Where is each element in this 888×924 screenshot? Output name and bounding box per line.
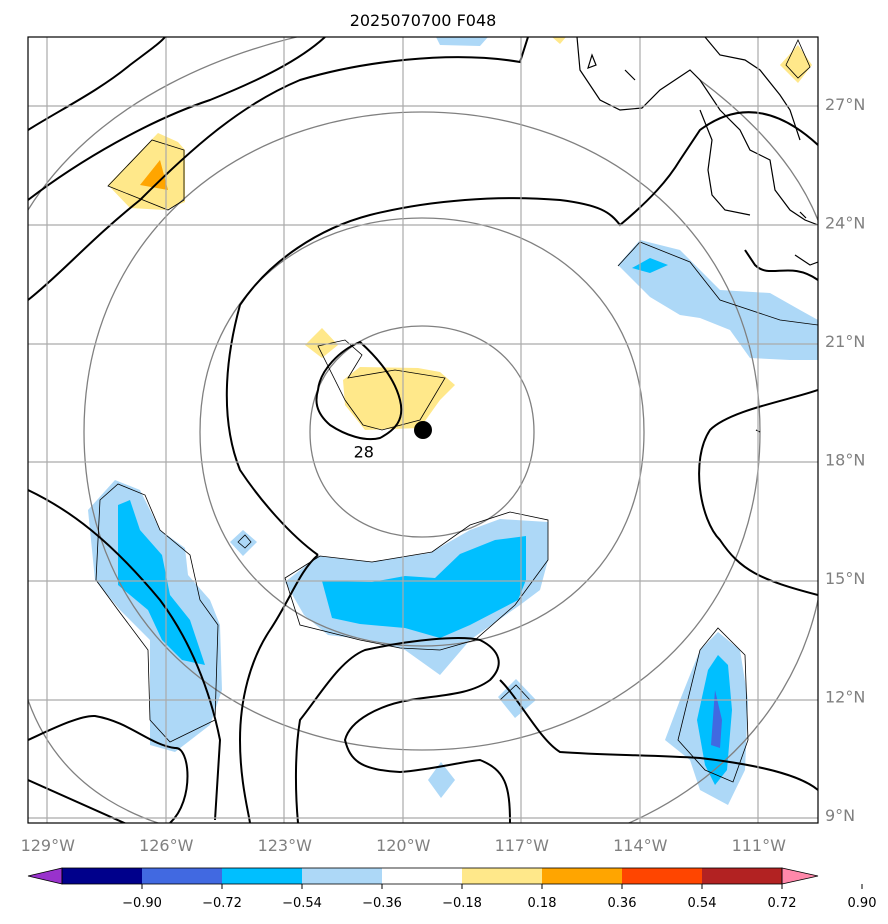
anomaly-patch-negative	[108, 133, 185, 210]
colorbar-cell	[382, 868, 463, 884]
x-tick-label: 129°W	[21, 836, 76, 855]
x-tick-label: 114°W	[613, 836, 668, 855]
colorbar-cell	[222, 868, 303, 884]
anomaly-patch-positive	[436, 37, 488, 46]
colorbar-tick-label: −0.90	[122, 896, 162, 911]
colorbar-tick-label: 0.54	[688, 896, 717, 911]
colorbar-cell	[302, 868, 383, 884]
x-axis: 129°W 126°W 123°W 120°W 117°W 114°W 111°W	[21, 836, 787, 855]
coastline	[576, 37, 818, 433]
colorbar-tick-label: −0.72	[202, 896, 242, 911]
colorbar-cell	[622, 868, 703, 884]
thin-contours	[95, 39, 818, 783]
storm-center-marker	[414, 421, 432, 439]
colorbar-frame	[61, 867, 783, 885]
colorbar-tick-label: 0.18	[528, 896, 557, 911]
colorbar-tick-label: 0.36	[608, 896, 637, 911]
colorbar-cell	[702, 868, 783, 884]
colorbar-cell	[542, 868, 623, 884]
x-tick-label: 117°W	[495, 836, 550, 855]
y-tick-label: 15°N	[825, 569, 865, 588]
y-tick-label: 18°N	[825, 451, 865, 470]
chart-title: 2025070700 F048	[350, 11, 497, 30]
colorbar-tick-label: 0.90	[848, 896, 877, 911]
colorbar-extend-high	[781, 867, 819, 885]
colorbar-cell	[462, 868, 543, 884]
colorbar-cell	[142, 868, 223, 884]
y-tick-label: 9°N	[825, 806, 855, 825]
colorbar-tick-label: −0.18	[442, 896, 482, 911]
colorbar-extend-low	[27, 867, 63, 885]
x-tick-label: 123°W	[258, 836, 313, 855]
y-tick-label: 27°N	[825, 95, 865, 114]
map-frame	[27, 36, 819, 824]
colorbar: −0.90 −0.72 −0.54 −0.36 −0.18 0.18 0.36 0.54 0.7…	[27, 867, 877, 911]
y-tick-label: 12°N	[825, 688, 865, 707]
x-tick-label: 126°W	[139, 836, 194, 855]
contour-label: 28	[354, 443, 374, 462]
thick-contours	[28, 37, 818, 823]
y-tick-label: 24°N	[825, 214, 865, 233]
x-tick-label: 111°W	[732, 836, 787, 855]
y-tick-label: 21°N	[825, 332, 865, 351]
y-axis: 27°N 24°N 21°N 18°N 15°N 12°N 9°N	[825, 95, 865, 825]
x-tick-label: 120°W	[376, 836, 431, 855]
colorbar-cell	[62, 868, 143, 884]
colorbar-tick-label: 0.72	[768, 896, 797, 911]
colorbar-tick-label: −0.54	[282, 896, 322, 911]
shaded-field	[88, 37, 818, 805]
gridlines	[28, 37, 818, 823]
colorbar-tick-label: −0.36	[362, 896, 402, 911]
